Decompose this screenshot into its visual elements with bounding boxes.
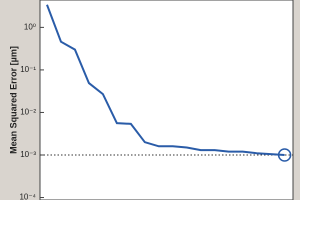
y-tick-label: 10⁻³ — [20, 150, 36, 159]
y-tick-label: 10⁰ — [24, 22, 36, 31]
final-point-marker — [277, 148, 292, 162]
y-tick-label: 10⁻¹ — [20, 65, 36, 74]
y-tick-label: 10⁻² — [20, 108, 36, 117]
chart: Mean Squared Error [µm] 10⁰ 10⁻¹ 10⁻² 10⁻³ 1… — [0, 0, 300, 200]
y-axis-label: Mean Squared Error [µm] — [8, 46, 18, 154]
y-tick-label: 10⁻⁴ — [19, 193, 36, 200]
data-line — [46, 4, 285, 156]
plot-area — [39, 0, 294, 200]
